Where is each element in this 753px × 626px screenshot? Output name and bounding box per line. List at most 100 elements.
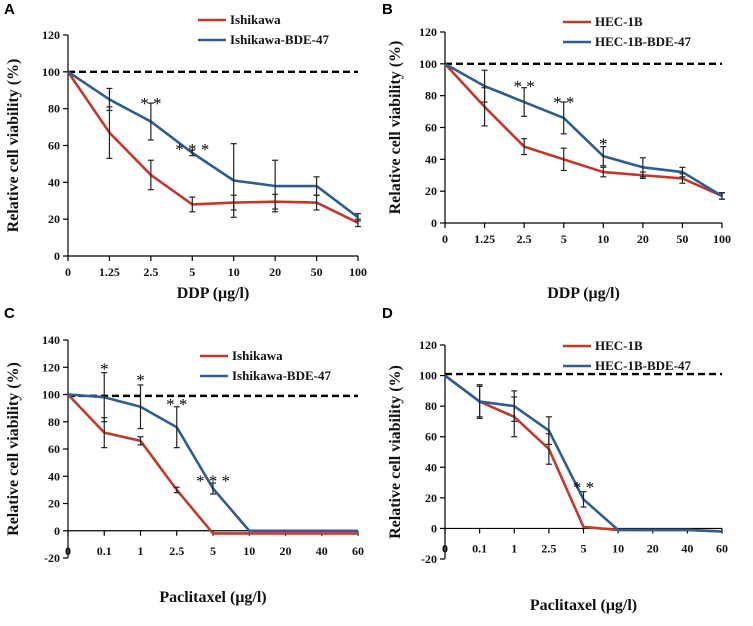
y-tick-label: 60 — [425, 430, 437, 444]
series-line-hec-1b — [444, 62, 723, 198]
y-tick-label: 60 — [48, 139, 60, 153]
series-line-hec-1b-bde-47 — [444, 374, 723, 533]
x-axis-title: DDP (μg/l) — [547, 285, 620, 302]
x-tick-label: 10 — [228, 265, 240, 279]
y-axis-title: Relative cell viability (%) — [5, 362, 22, 536]
y-tick-label: 120 — [419, 25, 437, 39]
y-tick-label: 120 — [42, 360, 60, 374]
x-tick-label: 10 — [612, 541, 624, 555]
legend-label: HEC-1B — [595, 338, 643, 353]
y-tick-label: 40 — [425, 460, 437, 474]
x-tick-label: 20 — [269, 265, 281, 279]
x-tick-label: 5 — [581, 541, 587, 555]
y-tick-label: 120 — [419, 338, 437, 352]
y-tick-label: 80 — [48, 415, 60, 429]
x-tick-label: 60 — [716, 541, 728, 555]
x-tick-label: 0.1 — [472, 541, 487, 555]
x-tick-label: 1 — [138, 544, 144, 558]
y-tick-label: 0 — [431, 216, 437, 230]
y-tick-label: -20 — [421, 552, 437, 566]
chart-panel-d: D -20 0 20 40 60 80 100 120 0 0.1 1 2.5 5 10 20 40 60 Pacl… — [382, 305, 728, 614]
y-axis-title: Relative cell viability (%) — [387, 365, 404, 539]
x-tick-label: 2.5 — [541, 541, 556, 555]
y-tick-label: 120 — [42, 28, 60, 42]
x-tick-label: 2.5 — [143, 265, 158, 279]
y-tick-label: 0 — [54, 249, 60, 263]
legend-label: Ishikawa — [232, 348, 283, 363]
series-line-ishikawa-bde-47 — [67, 70, 359, 219]
y-tick-label: 20 — [48, 212, 60, 226]
x-tick-label: 40 — [681, 541, 693, 555]
series-line-ishikawa — [66, 71, 359, 225]
x-tick-label: 10 — [243, 544, 255, 558]
significance-marker: * * * — [196, 471, 230, 490]
panel-letter: B — [382, 1, 393, 18]
x-axis-title: DDP (μg/l) — [177, 285, 250, 302]
x-tick-label: 0 — [65, 265, 71, 279]
x-tick-label: 1 — [511, 541, 517, 555]
x-tick-label: 2.5 — [169, 544, 184, 558]
significance-marker: * * * — [175, 140, 209, 159]
y-tick-label: 60 — [425, 121, 437, 135]
x-axis-title: Paclitaxel (μg/l) — [530, 597, 637, 614]
panel-letter: C — [4, 305, 15, 322]
significance-marker: * — [100, 360, 109, 379]
y-tick-label: 40 — [48, 175, 60, 189]
x-tick-label: 20 — [280, 544, 292, 558]
legend-label: Ishikawa-BDE-47 — [232, 368, 331, 383]
significance-marker: * * — [166, 395, 187, 414]
y-tick-label: 80 — [48, 102, 60, 116]
y-tick-label: 0 — [54, 524, 60, 538]
legend-label: Ishikawa-BDE-47 — [230, 32, 329, 47]
x-tick-label: 1.25 — [99, 265, 120, 279]
y-axis-title: Relative cell viability (%) — [5, 59, 22, 233]
y-tick-label: 100 — [42, 388, 60, 402]
x-tick-label: 50 — [311, 265, 323, 279]
x-tick-label: 40 — [316, 544, 328, 558]
x-tick-label: 100 — [713, 232, 731, 246]
y-tick-label: 40 — [48, 469, 60, 483]
legend-label: HEC-1B — [595, 14, 643, 29]
x-tick-label: 1.25 — [474, 232, 495, 246]
significance-marker: * — [599, 134, 608, 153]
significance-marker: * * — [514, 77, 535, 96]
y-tick-label: 20 — [425, 491, 437, 505]
legend-label: HEC-1B-BDE-47 — [595, 34, 692, 49]
x-tick-label: 20 — [637, 232, 649, 246]
panel-letter: A — [4, 1, 15, 18]
x-tick-label: 5 — [210, 544, 216, 558]
x-tick-label: 0 — [442, 541, 448, 555]
y-tick-label: 20 — [48, 497, 60, 511]
significance-marker: * * — [140, 94, 161, 113]
y-tick-label: 100 — [419, 369, 437, 383]
x-tick-label: 60 — [352, 544, 364, 558]
significance-marker: * * — [553, 93, 574, 112]
x-axis-title: Paclitaxel (μg/l) — [159, 589, 266, 606]
chart-panel-b: B 0 20 40 60 80 100 120 0 1.25 2.5 5 10 20 50 100 DDP (μ… — [382, 1, 731, 302]
y-tick-label: 20 — [425, 184, 437, 198]
series-line-ishikawa-bde-47 — [67, 393, 358, 533]
y-axis-title: Relative cell viability (%) — [387, 41, 404, 215]
y-tick-label: 0 — [431, 521, 437, 535]
x-tick-label: 0.1 — [97, 544, 112, 558]
y-tick-label: 80 — [425, 89, 437, 103]
legend-label: Ishikawa — [230, 12, 281, 27]
y-tick-label: 40 — [425, 152, 437, 166]
x-tick-label: 2.5 — [517, 232, 532, 246]
x-tick-label: 50 — [676, 232, 688, 246]
y-tick-label: 100 — [419, 57, 437, 71]
y-tick-label: -20 — [44, 551, 60, 565]
panel-letter: D — [382, 305, 393, 322]
y-tick-label: 60 — [48, 442, 60, 456]
significance-marker: * — [136, 371, 145, 390]
chart-panel-a: A 0 20 40 60 80 100 120 0 1.25 2.5 5 10 20 50 100 DDP (μ… — [4, 1, 367, 302]
legend-label: HEC-1B-BDE-47 — [595, 358, 692, 373]
chart-panel-c: C -20 0 20 40 60 80 100 120 140 0 0.1 1 2.5 5 10 20 40 60 P… — [4, 305, 364, 606]
x-tick-label: 0 — [65, 544, 71, 558]
x-tick-label: 10 — [597, 232, 609, 246]
x-tick-label: 5 — [561, 232, 567, 246]
y-tick-label: 140 — [42, 333, 60, 347]
y-tick-label: 80 — [425, 399, 437, 413]
series-line-hec-1b — [444, 374, 723, 533]
